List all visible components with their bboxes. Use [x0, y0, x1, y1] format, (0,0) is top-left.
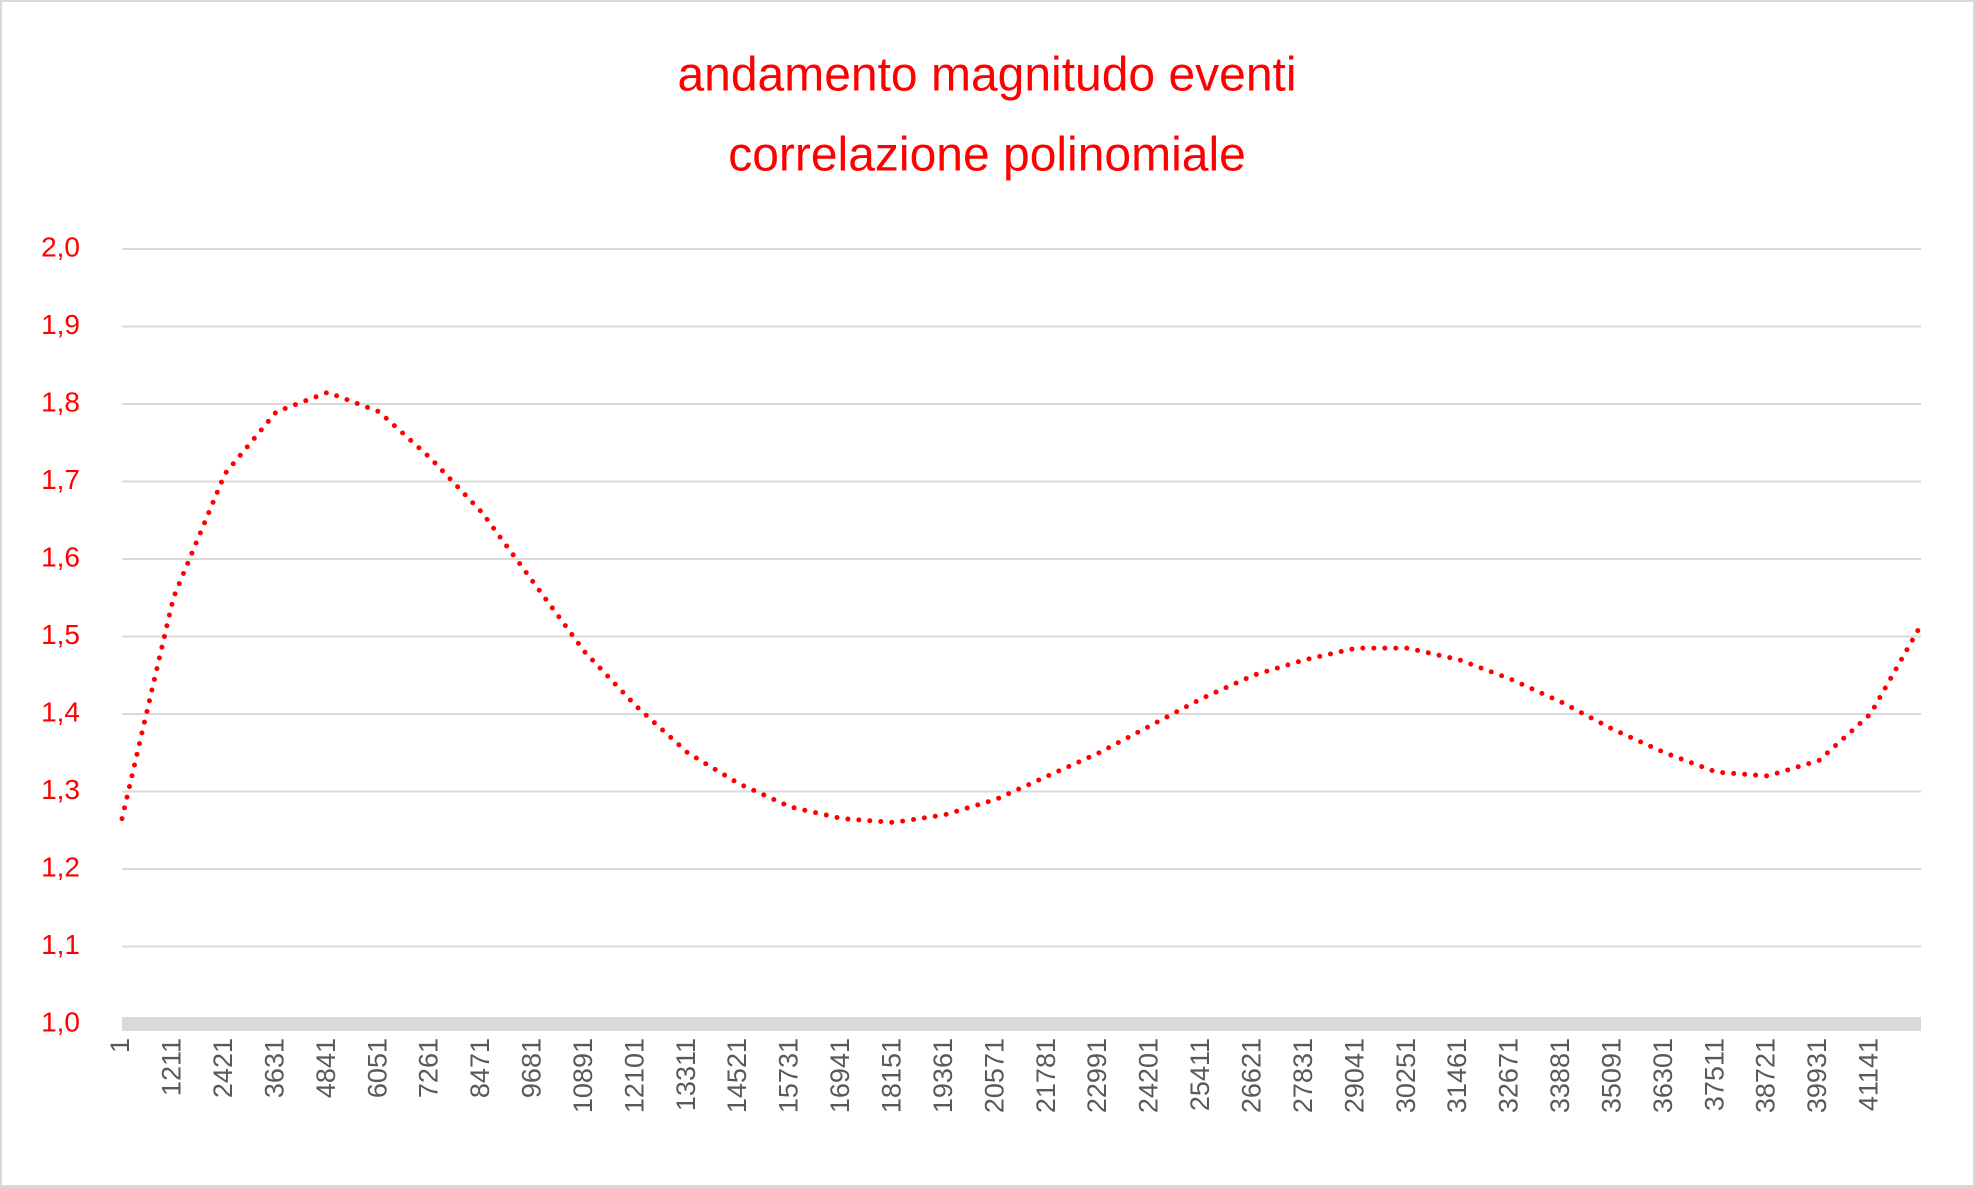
x-tick-label: 38721 — [1751, 1038, 1781, 1113]
x-tick-label: 36301 — [1648, 1038, 1678, 1113]
x-tick-label: 18151 — [877, 1038, 907, 1113]
x-tick-label: 15731 — [774, 1038, 804, 1113]
x-tick-label: 16941 — [825, 1038, 855, 1113]
x-tick-label: 25411 — [1185, 1038, 1215, 1111]
x-tick-label: 21781 — [1031, 1038, 1061, 1113]
y-tick-label: 1,7 — [41, 464, 80, 495]
x-tick-label: 7261 — [414, 1038, 444, 1098]
x-tick-label: 41141 — [1854, 1038, 1884, 1111]
y-tick-label: 2,0 — [41, 231, 80, 262]
chart-title: correlazione polinomiale — [728, 129, 1246, 182]
y-tick-label: 1,4 — [41, 696, 80, 727]
x-tick-label: 13311 — [671, 1038, 701, 1111]
y-tick-label: 1,5 — [41, 619, 80, 650]
series-line — [119, 389, 1924, 826]
x-tick-label: 31461 — [1442, 1038, 1472, 1113]
x-tick-label: 27831 — [1288, 1038, 1318, 1113]
x-tick-label: 10891 — [568, 1038, 598, 1113]
x-tick-label: 2421 — [208, 1038, 238, 1098]
x-tick-label: 8471 — [465, 1038, 495, 1098]
x-tick-label: 29041 — [1339, 1038, 1369, 1113]
x-tick-label: 3631 — [259, 1038, 289, 1098]
x-tick-label: 20571 — [979, 1038, 1009, 1113]
x-tick-label: 12101 — [619, 1038, 649, 1113]
x-tick-label: 14521 — [722, 1038, 752, 1113]
x-tick-label: 32671 — [1494, 1038, 1524, 1113]
x-tick-label: 9681 — [517, 1038, 547, 1098]
x-tick-label: 4841 — [311, 1038, 341, 1098]
x-tick-label: 24201 — [1134, 1038, 1164, 1113]
x-tick-label: 33881 — [1545, 1038, 1575, 1113]
x-tick-label: 30251 — [1391, 1038, 1421, 1113]
x-tick-label: 6051 — [362, 1038, 392, 1098]
y-tick-label: 1,6 — [41, 541, 80, 572]
x-tick-label: 26621 — [1236, 1038, 1266, 1113]
chart-title: andamento magnitudo eventi — [677, 49, 1296, 102]
y-tick-label: 1,2 — [41, 851, 80, 882]
x-tick-label: 37511 — [1699, 1038, 1729, 1111]
y-tick-label: 1,8 — [41, 386, 80, 417]
y-tick-label: 1,1 — [41, 929, 80, 960]
x-tick-label: 22991 — [1082, 1038, 1112, 1113]
x-tick-label: 39931 — [1802, 1038, 1832, 1113]
y-tick-label: 1,0 — [41, 1006, 80, 1037]
x-tick-label: 1 — [105, 1038, 135, 1053]
y-tick-label: 1,3 — [41, 774, 80, 805]
y-tick-label: 1,9 — [41, 309, 80, 340]
x-tick-label: 19361 — [928, 1038, 958, 1113]
x-tick-label: 1211 — [157, 1038, 187, 1096]
x-tick-label: 35091 — [1596, 1038, 1626, 1113]
